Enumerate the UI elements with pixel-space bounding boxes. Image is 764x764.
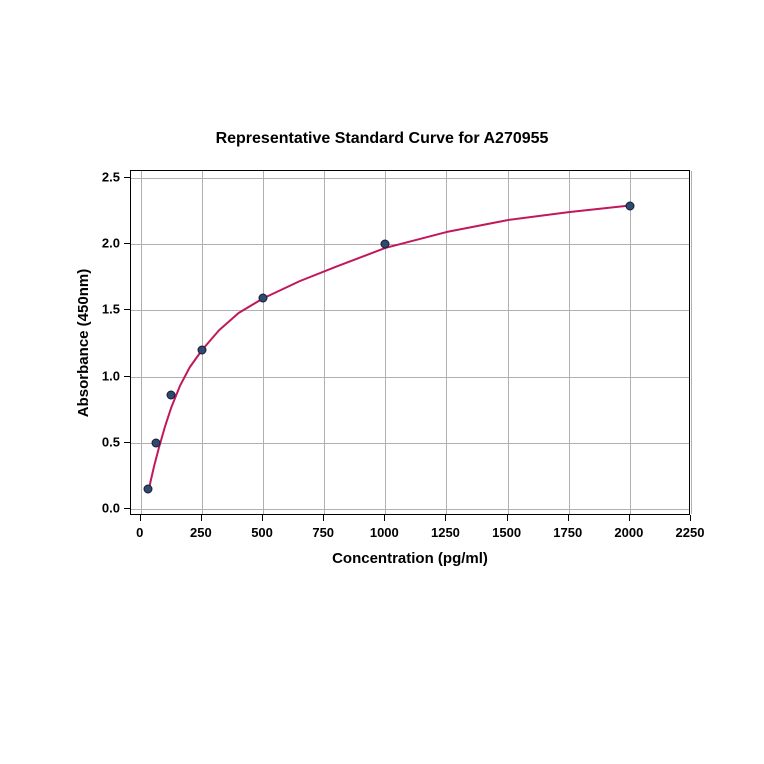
x-tick-label: 1250 [431, 525, 460, 540]
y-tick-label: 2.0 [102, 235, 120, 250]
y-tick [124, 177, 130, 178]
x-tick [690, 515, 691, 521]
x-tick [507, 515, 508, 521]
y-tick [124, 508, 130, 509]
y-axis-label: Absorbance (450nm) [75, 243, 92, 443]
x-tick-label: 500 [251, 525, 273, 540]
fitted-curve [131, 171, 691, 516]
data-point [381, 239, 390, 248]
y-tick-label: 0.0 [102, 501, 120, 516]
plot-area [130, 170, 690, 515]
data-point [144, 485, 153, 494]
x-tick [323, 515, 324, 521]
x-tick [445, 515, 446, 521]
x-tick-label: 750 [312, 525, 334, 540]
x-tick [201, 515, 202, 521]
x-tick [262, 515, 263, 521]
y-tick-label: 1.5 [102, 302, 120, 317]
chart-title: Representative Standard Curve for A27095… [0, 130, 764, 148]
x-tick-label: 0 [136, 525, 143, 540]
y-tick [124, 243, 130, 244]
x-tick-label: 2000 [614, 525, 643, 540]
y-tick [124, 442, 130, 443]
x-tick-label: 2250 [676, 525, 705, 540]
y-tick [124, 309, 130, 310]
data-point [167, 391, 176, 400]
x-tick [140, 515, 141, 521]
data-point [151, 439, 160, 448]
x-tick [568, 515, 569, 521]
data-point [259, 294, 268, 303]
data-point [625, 201, 634, 210]
x-axis-label: Concentration (pg/ml) [310, 550, 510, 567]
y-tick-label: 0.5 [102, 435, 120, 450]
x-tick-label: 1750 [553, 525, 582, 540]
y-tick [124, 376, 130, 377]
x-tick-label: 250 [190, 525, 212, 540]
x-tick [384, 515, 385, 521]
data-point [197, 346, 206, 355]
x-tick-label: 1000 [370, 525, 399, 540]
x-tick [629, 515, 630, 521]
grid-line-vertical [691, 171, 692, 514]
y-tick-label: 2.5 [102, 169, 120, 184]
x-tick-label: 1500 [492, 525, 521, 540]
y-tick-label: 1.0 [102, 368, 120, 383]
